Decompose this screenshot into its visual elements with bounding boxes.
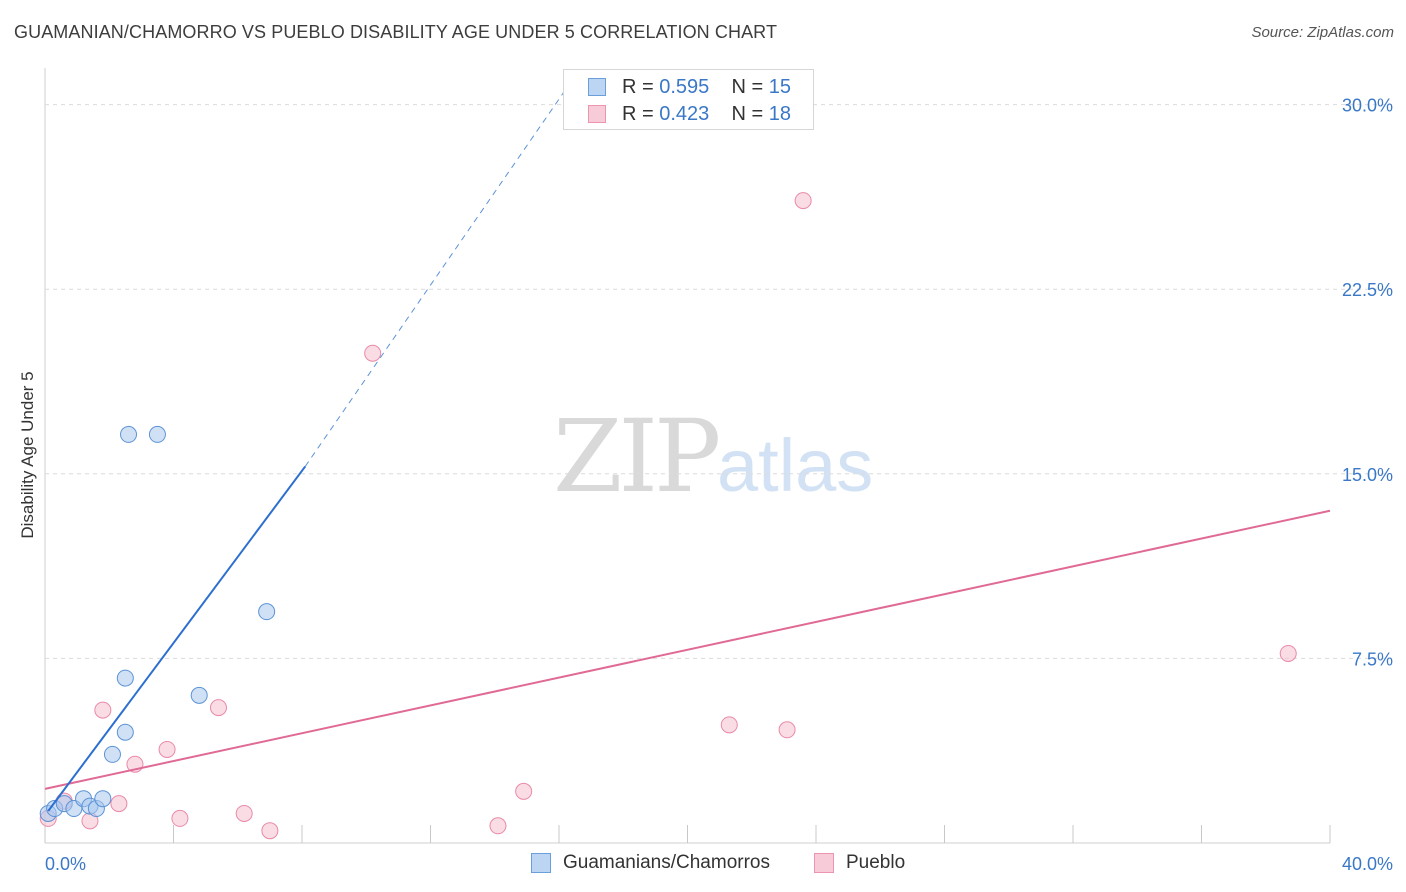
legend-r-value-guamanian: 0.595	[659, 76, 710, 98]
bottom-legend-label-pueblo: Pueblo	[846, 852, 906, 873]
y-tick-label: 30.0%	[1342, 96, 1393, 116]
pueblo-point	[235, 804, 253, 822]
pueblo-point	[110, 795, 128, 813]
bottom-legend-label-guamanian: Guamanians/Chamorros	[563, 852, 770, 873]
legend-text-guamanian: R = 0.595 N = 15	[622, 76, 792, 98]
pueblo-point	[158, 740, 176, 758]
legend-swatch-blue	[588, 78, 606, 96]
pueblo-point	[209, 699, 227, 717]
guamanian-trend-line	[47, 465, 307, 812]
legend-n-value-guamanian: 15	[768, 76, 792, 98]
guamanian-trend-extension	[304, 89, 566, 467]
guamanian-point	[94, 790, 112, 808]
guamanian-point	[120, 425, 138, 443]
pueblo-point	[794, 192, 812, 210]
legend-swatch-pink	[588, 105, 606, 123]
guamanian-point	[190, 686, 208, 704]
guamanian-point	[103, 745, 121, 763]
pueblo-point	[1279, 644, 1297, 662]
pueblo-point	[720, 716, 738, 734]
y-tick-label: 7.5%	[1352, 649, 1393, 669]
pueblo-point	[171, 809, 189, 827]
x-tick-label-max: 40.0%	[1342, 854, 1393, 874]
guamanian-point	[258, 603, 276, 621]
chart-title: GUAMANIAN/CHAMORRO VS PUEBLO DISABILITY …	[14, 22, 778, 42]
guamanian-point	[116, 723, 134, 741]
guamanian-point	[116, 669, 134, 687]
pueblo-point	[94, 701, 112, 719]
y-axis-label: Disability Age Under 5	[18, 371, 37, 539]
y-tick-label: 15.0%	[1342, 465, 1393, 485]
watermark-atlas: atlas	[717, 424, 874, 507]
x-tick-label-min: 0.0%	[45, 854, 86, 874]
bottom-legend-swatch-blue	[531, 853, 551, 873]
pueblo-point	[515, 782, 533, 800]
y-tick-label: 22.5%	[1342, 280, 1393, 300]
legend-r-value-pueblo: 0.423	[659, 103, 710, 125]
source-label: Source: ZipAtlas.com	[1251, 24, 1394, 41]
watermark-zip: ZIP	[553, 398, 721, 515]
legend-text-pueblo: R = 0.423 N = 18	[622, 103, 792, 125]
pueblo-point	[261, 822, 279, 840]
pueblo-trend-line	[44, 509, 1331, 790]
pueblo-point	[489, 817, 507, 835]
pueblo-point	[364, 344, 382, 362]
pueblo-point	[778, 721, 796, 739]
correlation-legend: R = 0.595 N = 15 R = 0.423 N = 18	[563, 69, 814, 130]
guamanian-point	[148, 425, 166, 443]
legend-n-value-pueblo: 18	[768, 103, 792, 125]
bottom-legend-swatch-pink	[814, 853, 834, 873]
